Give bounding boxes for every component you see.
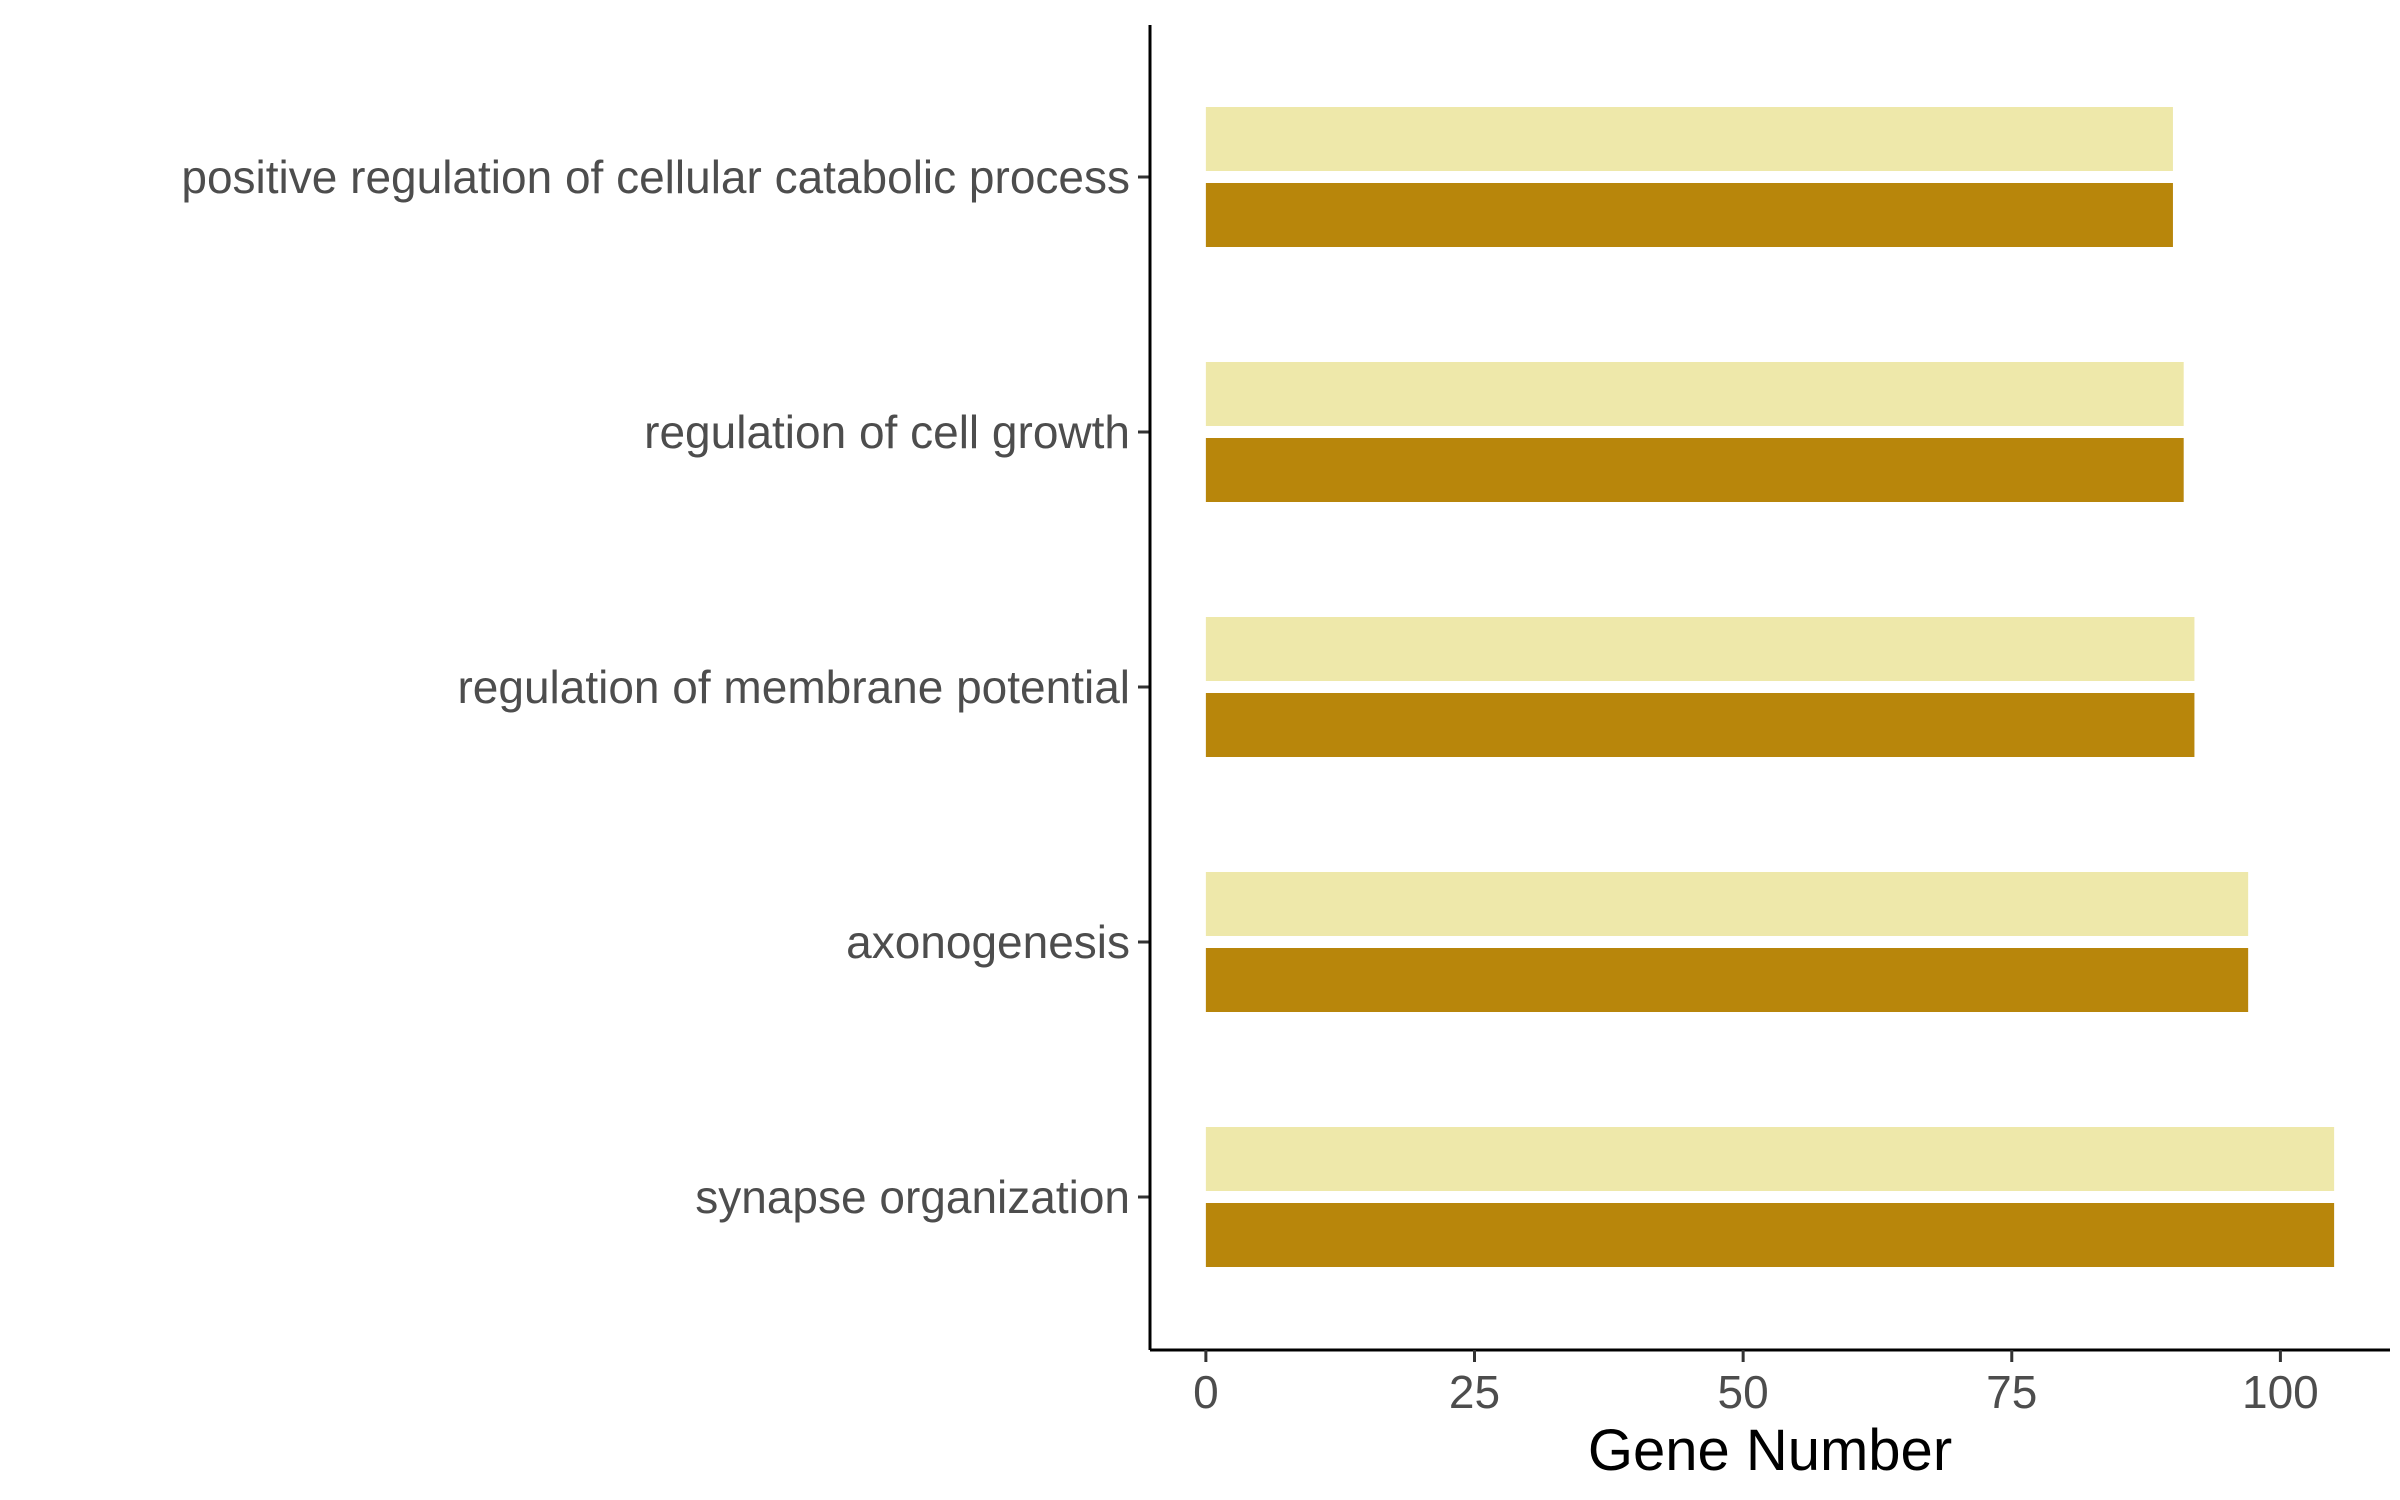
bar-light-1: [1205, 362, 2184, 426]
bar-dark-2: [1205, 693, 2195, 757]
x-tick-label-4: 100: [2242, 1366, 2319, 1418]
bar-light-2: [1205, 617, 2195, 681]
bar-light-0: [1205, 107, 2173, 171]
x-tick-label-1: 25: [1449, 1366, 1500, 1418]
x-tick-label-3: 75: [1986, 1366, 2037, 1418]
y-category-label-1: regulation of cell growth: [644, 406, 1130, 458]
y-category-label-2: regulation of membrane potential: [457, 661, 1130, 713]
x-tick-label-0: 0: [1193, 1366, 1219, 1418]
y-category-label-3: axonogenesis: [846, 916, 1130, 968]
bar-light-3: [1205, 872, 2249, 936]
bar-dark-1: [1205, 438, 2184, 502]
bar-dark-3: [1205, 948, 2249, 1012]
bars-layer: [1205, 107, 2335, 1267]
x-axis-title: Gene Number: [1588, 1418, 1952, 1483]
x-tick-label-2: 50: [1718, 1366, 1769, 1418]
y-category-label-0: positive regulation of cellular cataboli…: [181, 151, 1130, 203]
y-axis: positive regulation of cellular cataboli…: [181, 25, 1152, 1350]
bar-light-4: [1205, 1127, 2335, 1191]
bar-dark-4: [1205, 1203, 2335, 1267]
bar-dark-0: [1205, 183, 2173, 247]
x-axis: 0 25 50 75 100: [1150, 1348, 2390, 1418]
y-category-label-4: synapse organization: [695, 1171, 1130, 1223]
